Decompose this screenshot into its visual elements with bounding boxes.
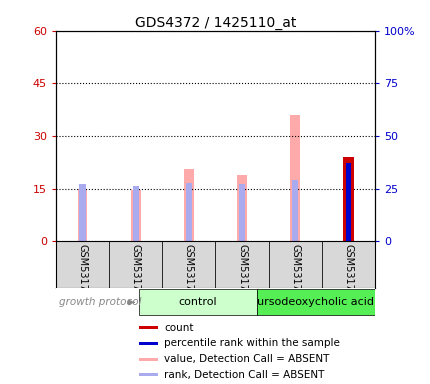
Text: count: count — [164, 323, 194, 333]
Bar — [321, 241, 374, 288]
Text: growth protocol: growth protocol — [59, 297, 141, 307]
Bar — [138, 326, 158, 329]
Bar — [185, 183, 192, 241]
Bar — [138, 290, 256, 315]
Bar — [238, 184, 245, 241]
Text: control: control — [178, 297, 217, 307]
Bar — [79, 184, 86, 241]
Text: percentile rank within the sample: percentile rank within the sample — [164, 338, 340, 348]
Bar — [215, 241, 268, 288]
Text: GSM531773: GSM531773 — [343, 243, 353, 303]
Text: GSM531768: GSM531768 — [77, 243, 87, 303]
Text: ursodeoxycholic acid: ursodeoxycholic acid — [257, 297, 374, 307]
Bar — [109, 241, 162, 288]
Bar — [56, 241, 109, 288]
Bar — [184, 169, 193, 241]
Text: value, Detection Call = ABSENT: value, Detection Call = ABSENT — [164, 354, 329, 364]
Bar — [268, 241, 321, 288]
Text: GSM531769: GSM531769 — [130, 243, 141, 303]
Bar — [132, 187, 138, 241]
Text: GSM531772: GSM531772 — [289, 243, 300, 303]
Bar — [292, 180, 298, 241]
Bar — [290, 115, 299, 241]
Bar — [138, 342, 158, 345]
Bar — [342, 157, 353, 241]
Bar — [256, 290, 374, 315]
Bar — [131, 190, 140, 241]
Bar — [237, 175, 246, 241]
Bar — [78, 189, 87, 241]
Title: GDS4372 / 1425110_at: GDS4372 / 1425110_at — [135, 16, 295, 30]
Text: rank, Detection Call = ABSENT: rank, Detection Call = ABSENT — [164, 370, 324, 380]
Bar — [138, 373, 158, 376]
Text: GSM531770: GSM531770 — [184, 243, 194, 303]
Bar — [162, 241, 215, 288]
Bar — [345, 163, 350, 241]
Text: GSM531771: GSM531771 — [237, 243, 246, 303]
Bar — [138, 358, 158, 361]
